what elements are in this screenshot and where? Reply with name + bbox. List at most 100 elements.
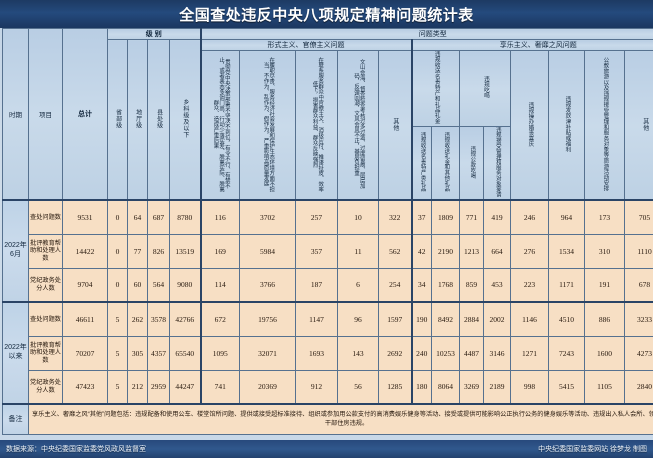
row-item-label: 批评教育帮助和处理人数 (28, 233, 63, 269)
cell-formalism-1: 741 (199, 369, 241, 405)
period-label: 2022年6月 (2, 199, 29, 303)
cell-level-4: 8780 (168, 199, 202, 235)
cell-formalism-2: 3766 (239, 267, 297, 303)
cell-total: 70207 (62, 335, 108, 371)
cell-gift-cash: 1809 (431, 199, 461, 235)
note-row: 备注 享乐主义、奢靡之风“其他”问题包括：违规配备和使用公车、楼堂馆所问题、提供… (2, 403, 653, 435)
header-gift-cash: 违规收送礼金和其他礼品 (431, 125, 461, 201)
cell-level-4: 42766 (168, 301, 202, 337)
cell-gift-specialty: 37 (410, 199, 433, 235)
cell-hedonism-other: 705 (624, 199, 653, 235)
cell-formalism-1: 1095 (199, 335, 241, 371)
cell-level-1: 5 (107, 369, 128, 405)
cell-formalism-3: 357 (295, 233, 339, 269)
header-hedonism-dining-group: 违规吃喝 (459, 50, 512, 127)
table-row: 批评教育帮助和处理人数 70207 5 305 4357 65540 1095 … (3, 335, 653, 371)
cell-formalism-3: 257 (295, 199, 339, 235)
cell-formalism-1: 116 (199, 199, 241, 235)
table-row: 党纪政务处分人数 47423 5 212 2959 44247 741 2036… (3, 369, 653, 405)
cell-gift-specialty: 190 (410, 301, 433, 337)
cell-level-4: 65540 (168, 335, 202, 371)
cell-wedding: 246 (510, 199, 550, 235)
table-row: 党纪政务处分人数 9704 0 60 564 9080 114 3766 187… (3, 267, 653, 303)
cell-dining-public: 1213 (459, 233, 485, 269)
header-level-xian-chu: 县处级 (147, 39, 170, 201)
period-label: 2022年以来 (2, 301, 29, 405)
cell-level-2: 60 (127, 267, 148, 303)
cell-subsidy: 4510 (548, 301, 586, 337)
cell-travel: 173 (584, 199, 626, 235)
cell-dining-public: 771 (459, 199, 485, 235)
cell-dining-public: 2884 (459, 301, 485, 337)
header-hedonism-subsidy: 违规发放津补贴或福利 (548, 50, 586, 201)
cell-gift-cash: 8492 (431, 301, 461, 337)
cell-hedonism-other: 4273 (624, 335, 653, 371)
cell-travel: 1600 (584, 335, 626, 371)
header-hedonism-travel: 公款旅游以及违规接受管理和服务对象等旅游活动安排 (584, 50, 626, 201)
cell-travel: 310 (584, 233, 626, 269)
header-level-sheng-bu: 省部级 (107, 39, 128, 201)
header-gift-specialty: 违规收送名贵特产类礼品 (410, 125, 433, 201)
header-level-xiang-ke: 乡科级及以下 (168, 39, 202, 201)
cell-level-2: 262 (127, 301, 148, 337)
header-row-3: 贯彻党中央决策部署不坚决不到位，有令不行、有禁不止，或者表态多调门高、行动少落实… (3, 50, 653, 201)
page-title: 全国查处违反中央八项规定精神问题统计表 (179, 6, 474, 24)
header-hedonism-wedding: 违规操办婚丧喜庆 (510, 50, 550, 201)
cell-level-4: 13519 (168, 233, 202, 269)
cell-wedding: 223 (510, 267, 550, 303)
cell-level-1: 0 (107, 233, 128, 269)
cell-formalism-4: 10 (337, 199, 380, 235)
cell-subsidy: 5415 (548, 369, 586, 405)
cell-dining-banquet: 3146 (483, 335, 512, 371)
cell-formalism-1: 114 (199, 267, 241, 303)
cell-wedding: 1146 (510, 301, 550, 337)
cell-travel: 1105 (584, 369, 626, 405)
cell-formalism-4: 6 (337, 267, 380, 303)
cell-level-2: 77 (127, 233, 148, 269)
cell-gift-cash: 8064 (431, 369, 461, 405)
cell-gift-specialty: 180 (410, 369, 433, 405)
page-title-bar: 全国查处违反中央八项规定精神问题统计表 (0, 0, 653, 28)
cell-gift-cash: 1768 (431, 267, 461, 303)
header-problem-type: 问题类型 (199, 28, 653, 40)
header-dining-public: 违规公款吃喝 (459, 125, 485, 201)
table-row: 批评教育帮助和处理人数 14422 0 77 826 13519 169 598… (3, 233, 653, 269)
cell-formalism-1: 672 (199, 301, 241, 337)
header-hedonism-other: 其他 (624, 50, 653, 201)
cell-subsidy: 1534 (548, 233, 586, 269)
cell-level-4: 9080 (168, 267, 202, 303)
cell-level-1: 5 (107, 301, 128, 337)
cell-level-2: 212 (127, 369, 148, 405)
header-dining-banquet: 违规接受管理和服务对象宴请 (483, 125, 512, 201)
cell-hedonism-other: 2840 (624, 369, 653, 405)
header-row-2: 省部级 地厅级 县处级 乡科级及以下 形式主义、官僚主义问题 享乐主义、奢靡之风… (3, 39, 653, 201)
header-time: 时期 (2, 28, 29, 201)
cell-formalism-other: 254 (378, 267, 413, 303)
cell-dining-banquet: 419 (483, 199, 512, 235)
cell-hedonism-other: 678 (624, 267, 653, 303)
cell-formalism-other: 1285 (378, 369, 413, 405)
cell-gift-cash: 2190 (431, 233, 461, 269)
cell-formalism-2: 3702 (239, 199, 297, 235)
cell-level-1: 5 (107, 335, 128, 371)
cell-total: 9704 (62, 267, 108, 303)
cell-gift-cash: 10253 (431, 335, 461, 371)
cell-level-2: 305 (127, 335, 148, 371)
cell-subsidy: 7243 (548, 335, 586, 371)
cell-total: 46611 (62, 301, 108, 337)
cell-formalism-other: 1597 (378, 301, 413, 337)
cell-formalism-2: 5984 (239, 233, 297, 269)
cell-formalism-4: 11 (337, 233, 380, 269)
cell-wedding: 276 (510, 233, 550, 269)
cell-formalism-3: 1693 (295, 335, 339, 371)
cell-formalism-4: 143 (337, 335, 380, 371)
cell-total: 9531 (62, 199, 108, 235)
header-level-di-ting: 地厅级 (127, 39, 148, 201)
cell-dining-public: 859 (459, 267, 485, 303)
header-item: 项目 (28, 28, 63, 201)
cell-travel: 191 (584, 267, 626, 303)
row-item-label: 查处问题数 (28, 199, 63, 235)
cell-travel: 886 (584, 301, 626, 337)
table-container: 时期 项目 总计 级 别 问题类型 省部级 地厅级 县处级 乡科级及以下 形式主… (0, 28, 653, 438)
